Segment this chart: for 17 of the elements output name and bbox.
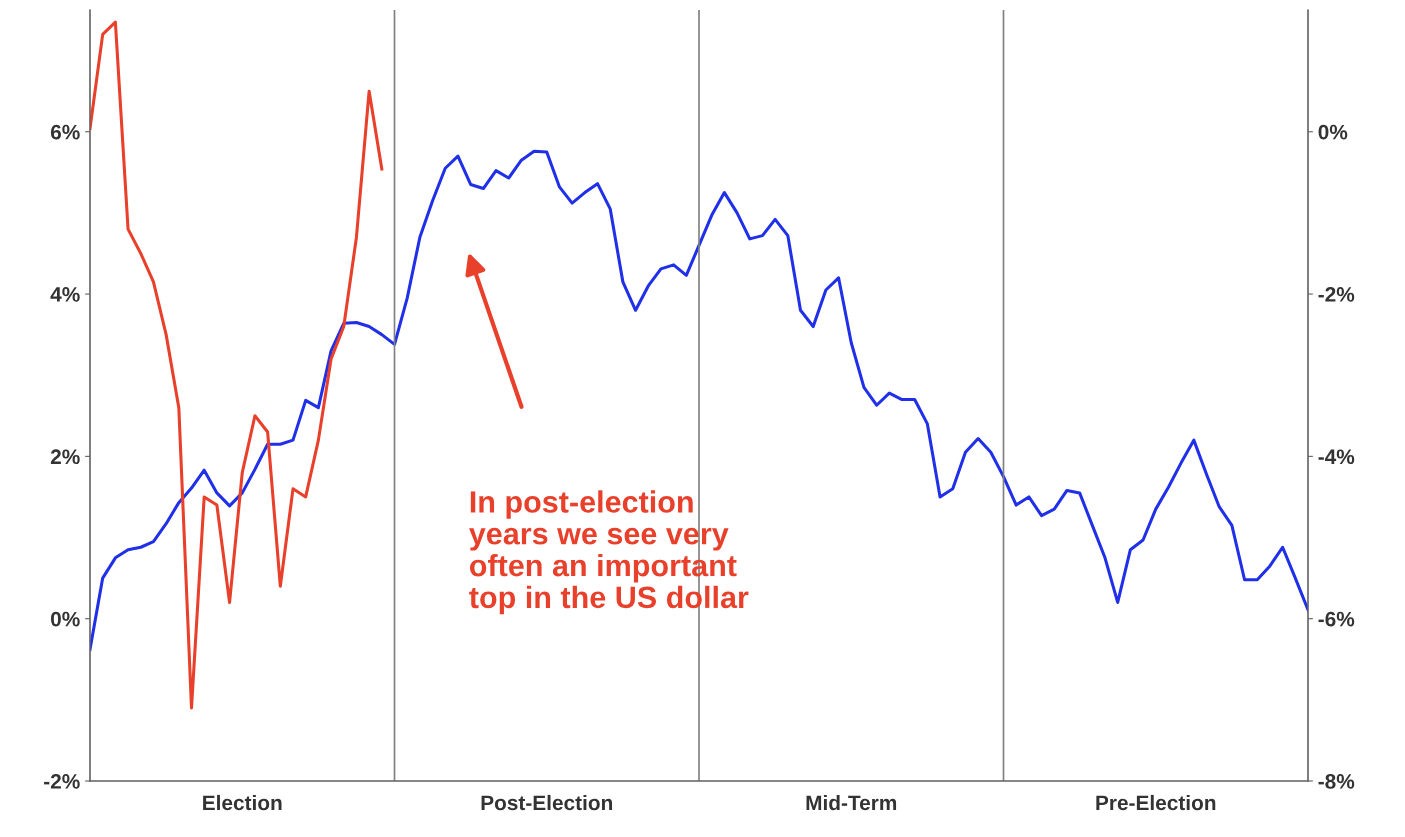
y2-tick-label: -2% <box>1318 287 1355 302</box>
annotation: In post-election years we see very often an important top in the US dollar <box>469 490 749 615</box>
y2-tick-label: -8% <box>1318 774 1355 789</box>
x-tick-label: Mid-Term <box>806 794 897 811</box>
line-series <box>90 20 384 710</box>
x-tick-label: Pre-Election <box>1096 794 1216 811</box>
line-series <box>90 149 1308 652</box>
x-tick-label: Post-Election <box>481 794 613 811</box>
y-tick-label: -2% <box>44 774 80 789</box>
y2-tick-label: 0% <box>1318 124 1348 140</box>
y-tick-label: 6% <box>50 124 80 140</box>
y-tick-label: 2% <box>50 449 80 465</box>
y2-tick-label: -4% <box>1318 449 1355 465</box>
x-tick-label: Election <box>203 794 282 811</box>
y-tick-label: 4% <box>50 287 80 302</box>
y-tick-label: 0% <box>50 611 80 627</box>
y2-tick-label: -6% <box>1318 611 1355 627</box>
